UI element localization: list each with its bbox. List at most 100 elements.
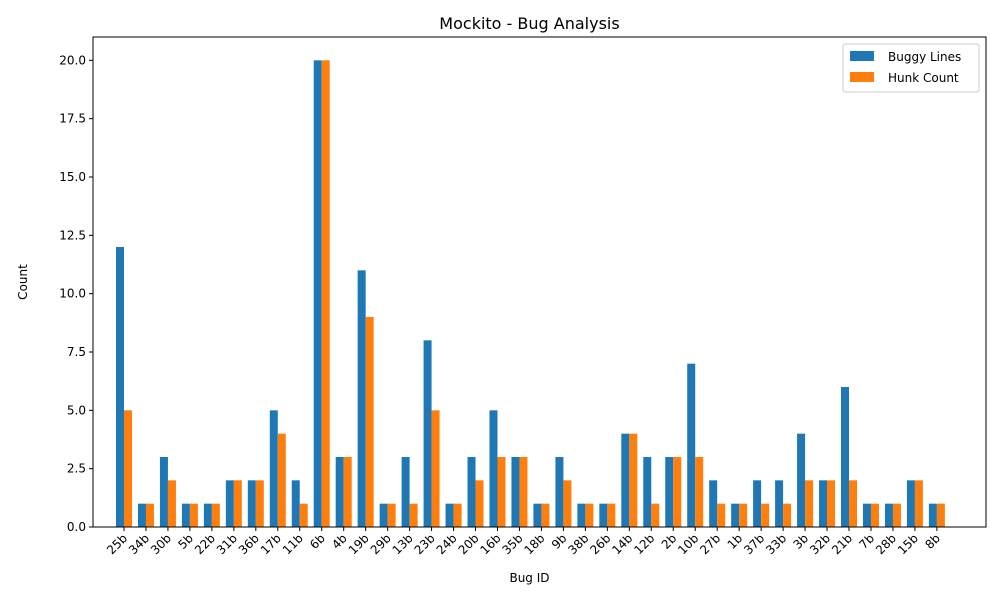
bar-buggy-lines-33b bbox=[775, 480, 784, 527]
bar-hunk-count-23b bbox=[431, 410, 440, 527]
bar-hunk-count-38b bbox=[585, 503, 594, 527]
y-axis: 0.0 2.5 5.0 7.5 10.0 12.5 15.0 17.5 20.0 bbox=[59, 53, 93, 534]
bar-hunk-count-26b bbox=[607, 503, 616, 527]
bar-buggy-lines-37b bbox=[753, 480, 762, 527]
bar-buggy-lines-4b bbox=[335, 457, 344, 527]
x-tick-label: 12b bbox=[631, 531, 657, 557]
bar-hunk-count-33b bbox=[783, 503, 792, 527]
legend-label-buggy-lines: Buggy Lines bbox=[888, 50, 961, 64]
bar-hunk-count-9b bbox=[563, 480, 572, 527]
y-tick-label: 10.0 bbox=[59, 287, 86, 301]
x-tick-label: 31b bbox=[214, 531, 240, 557]
bar-buggy-lines-1b bbox=[731, 503, 740, 527]
x-tick-label: 6b bbox=[307, 531, 328, 552]
bar-hunk-count-8b bbox=[936, 503, 945, 527]
bar-buggy-lines-31b bbox=[225, 480, 234, 527]
x-tick-label: 32b bbox=[807, 531, 833, 557]
bar-buggy-lines-2b bbox=[665, 457, 674, 527]
x-tick-label: 24b bbox=[434, 531, 460, 557]
bar-buggy-lines-17b bbox=[269, 410, 278, 527]
x-tick-label: 8b bbox=[922, 531, 943, 552]
bar-hunk-count-18b bbox=[541, 503, 550, 527]
x-tick-label: 21b bbox=[829, 531, 855, 557]
x-tick-label: 19b bbox=[346, 531, 372, 557]
bar-buggy-lines-9b bbox=[555, 457, 564, 527]
bar-hunk-count-13b bbox=[409, 503, 418, 527]
x-tick-label: 34b bbox=[126, 531, 152, 557]
bar-buggy-lines-30b bbox=[159, 457, 168, 527]
bar-hunk-count-6b bbox=[321, 60, 330, 527]
x-tick-label: 36b bbox=[236, 531, 262, 557]
bar-hunk-count-11b bbox=[299, 503, 308, 527]
x-tick-label: 26b bbox=[587, 531, 613, 557]
y-tick-label: 0.0 bbox=[67, 520, 86, 534]
bar-buggy-lines-16b bbox=[489, 410, 498, 527]
bar-buggy-lines-19b bbox=[357, 270, 366, 527]
bar-hunk-count-30b bbox=[167, 480, 176, 527]
bar-hunk-count-12b bbox=[651, 503, 660, 527]
y-tick-label: 7.5 bbox=[67, 345, 86, 359]
y-tick-label: 5.0 bbox=[67, 403, 86, 417]
bar-hunk-count-5b bbox=[189, 503, 198, 527]
bar-hunk-count-19b bbox=[365, 317, 374, 527]
bar-hunk-count-1b bbox=[739, 503, 748, 527]
bar-buggy-lines-13b bbox=[401, 457, 410, 527]
bar-hunk-count-28b bbox=[892, 503, 901, 527]
x-tick-label: 27b bbox=[697, 531, 723, 557]
bar-buggy-lines-18b bbox=[533, 503, 542, 527]
x-tick-label: 11b bbox=[280, 531, 306, 557]
bar-buggy-lines-36b bbox=[247, 480, 256, 527]
bar-buggy-lines-35b bbox=[511, 457, 520, 527]
x-tick-label: 23b bbox=[412, 531, 438, 557]
bar-buggy-lines-11b bbox=[291, 480, 300, 527]
bar-hunk-count-16b bbox=[497, 457, 506, 527]
bar-hunk-count-29b bbox=[387, 503, 396, 527]
bars-layer bbox=[116, 60, 945, 527]
bar-buggy-lines-6b bbox=[313, 60, 322, 527]
y-tick-label: 2.5 bbox=[67, 462, 86, 476]
bar-buggy-lines-25b bbox=[116, 247, 124, 527]
bar-buggy-lines-5b bbox=[181, 503, 190, 527]
bar-hunk-count-36b bbox=[255, 480, 264, 527]
bar-buggy-lines-29b bbox=[379, 503, 388, 527]
bar-buggy-lines-32b bbox=[819, 480, 828, 527]
x-axis-label: Bug ID bbox=[509, 571, 549, 585]
x-tick-label: 13b bbox=[390, 531, 416, 557]
bar-buggy-lines-27b bbox=[709, 480, 718, 527]
bar-hunk-count-24b bbox=[453, 503, 462, 527]
bar-hunk-count-4b bbox=[343, 457, 352, 527]
bar-hunk-count-35b bbox=[519, 457, 528, 527]
bar-buggy-lines-21b bbox=[841, 387, 850, 527]
bar-hunk-count-25b bbox=[124, 410, 132, 527]
bar-buggy-lines-12b bbox=[643, 457, 652, 527]
bar-buggy-lines-22b bbox=[203, 503, 212, 527]
bar-buggy-lines-15b bbox=[906, 480, 915, 527]
bar-hunk-count-17b bbox=[277, 433, 286, 527]
y-tick-label: 12.5 bbox=[59, 228, 86, 242]
x-tick-label: 25b bbox=[104, 531, 130, 557]
y-tick-label: 17.5 bbox=[59, 112, 86, 126]
bar-hunk-count-21b bbox=[849, 480, 858, 527]
x-tick-label: 38b bbox=[565, 531, 591, 557]
bar-hunk-count-10b bbox=[695, 457, 704, 527]
x-tick-label: 16b bbox=[478, 531, 504, 557]
legend-swatch-buggy-lines bbox=[850, 51, 874, 61]
bar-hunk-count-3b bbox=[805, 480, 814, 527]
x-tick-label: 30b bbox=[148, 531, 174, 557]
x-tick-label: 15b bbox=[895, 531, 921, 557]
bar-hunk-count-31b bbox=[233, 480, 242, 527]
x-tick-label: 10b bbox=[675, 531, 701, 557]
bar-hunk-count-2b bbox=[673, 457, 682, 527]
x-tick-label: 35b bbox=[499, 531, 525, 557]
x-tick-label: 28b bbox=[873, 531, 899, 557]
bar-hunk-count-27b bbox=[717, 503, 726, 527]
bar-buggy-lines-23b bbox=[423, 340, 432, 527]
plot-background bbox=[93, 37, 986, 527]
bar-hunk-count-37b bbox=[761, 503, 770, 527]
x-tick-label: 33b bbox=[763, 531, 789, 557]
x-tick-label: 22b bbox=[192, 531, 218, 557]
bar-buggy-lines-38b bbox=[577, 503, 586, 527]
